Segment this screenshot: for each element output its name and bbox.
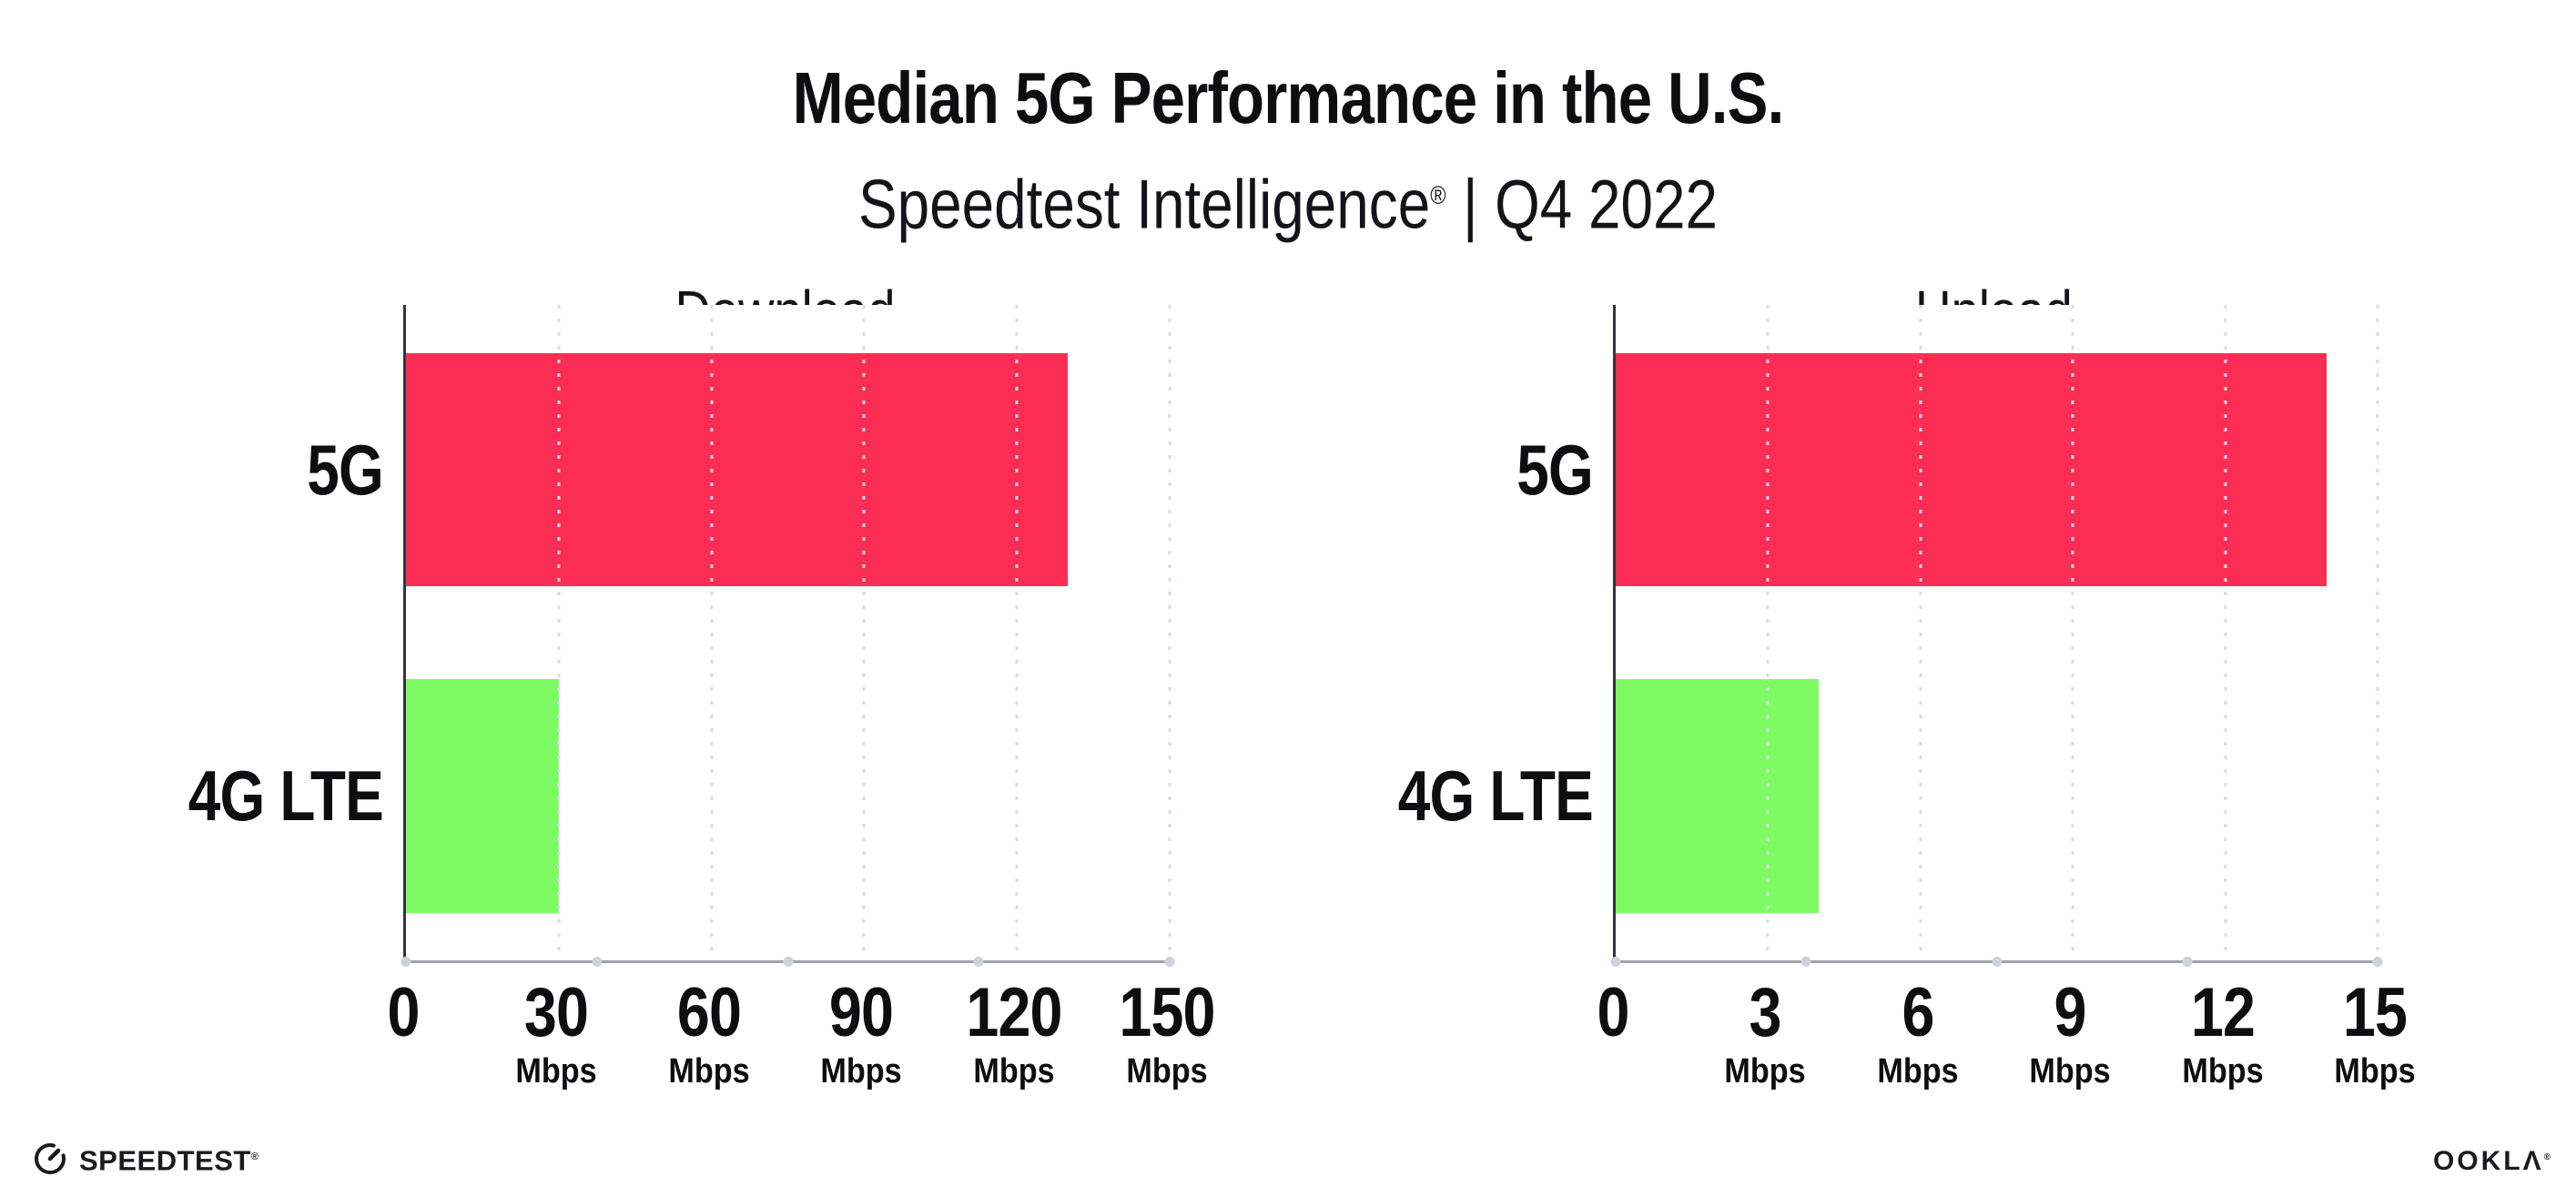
subtitle-period: Q4 2022 [1495, 166, 1719, 244]
upload-bar-5g [1616, 353, 2328, 586]
x-tick-label: 6 Mbps [1877, 974, 1959, 1091]
gridline [1168, 305, 1171, 960]
upload-bar-4g-lte [1616, 679, 1820, 913]
download-category-label-5g: 5G [307, 430, 384, 510]
gridline [1919, 305, 1922, 960]
upload-category-label-4g-lte: 4G LTE [1397, 756, 1594, 836]
x-tick-label: 15 Mbps [2334, 974, 2416, 1091]
gridline [2071, 305, 2074, 960]
x-tick-label: 0 [387, 974, 420, 1051]
x-tick-label: 9 Mbps [2029, 974, 2111, 1091]
ookla-wordmark-text: OOKLΛ [2432, 1146, 2544, 1176]
gridline [862, 305, 866, 960]
x-tick-label: 30 Mbps [515, 974, 597, 1091]
axis-tick-dot [1164, 957, 1175, 967]
subtitle-separator: | [1463, 166, 1478, 244]
axis-tick-dot [2182, 957, 2193, 967]
axis-tick-dot [592, 957, 603, 967]
gridline [2224, 305, 2227, 960]
x-tick-label: 0 [1597, 974, 1629, 1051]
download-plot-area [401, 305, 1175, 967]
download-category-label-4g-lte: 4G LTE [188, 756, 384, 836]
download-bar-4g-lte [406, 679, 559, 913]
upload-plot-area [1610, 305, 2383, 967]
registered-mark: ® [1430, 181, 1446, 210]
gridline [1015, 305, 1019, 960]
axis-tick-dot [973, 957, 984, 967]
x-tick-label: 120 Mbps [966, 974, 1063, 1091]
axis-tick-dot [1800, 957, 1811, 967]
upload-category-label-5g: 5G [1516, 430, 1594, 510]
speedtest-logo: SPEEDTEST® [31, 1138, 259, 1181]
x-tick-label: 90 Mbps [820, 974, 903, 1091]
axis-tick-dot [783, 957, 793, 967]
x-tick-label: 150 Mbps [1119, 974, 1215, 1091]
download-bar-5g [406, 353, 1069, 586]
x-tick-label: 12 Mbps [2181, 974, 2264, 1091]
page-title: Median 5G Performance in the U.S. [792, 56, 1785, 138]
gridline [557, 305, 561, 960]
speedtest-wordmark: SPEEDTEST® [79, 1138, 259, 1180]
download-x-axis: 0 30 Mbps 60 Mbps 90 Mbps 120 Mbps 150 Mbps [387, 974, 1215, 1131]
axis-tick-dot [401, 957, 411, 967]
x-tick-label: 60 Mbps [667, 974, 750, 1091]
speedtest-wordmark-text: SPEEDTEST [79, 1144, 251, 1177]
subtitle-brand: Speedtest Intelligence [857, 166, 1431, 244]
upload-x-axis: 0 3 Mbps 6 Mbps 9 Mbps 12 Mbps 15 Mbps [1597, 974, 2415, 1131]
axis-tick-dot [2372, 957, 2383, 967]
speedtest-registered-mark: ® [250, 1151, 259, 1163]
ookla-registered-mark: ® [2543, 1152, 2551, 1162]
x-tick-label: 3 Mbps [1724, 974, 1807, 1091]
gridline [1766, 305, 1770, 960]
page-subtitle: Speedtest Intelligence® | Q4 2022 [206, 157, 2369, 243]
axis-tick-dot [1992, 957, 2002, 967]
ookla-logo: OOKLΛ® [2433, 1141, 2551, 1178]
gridline [2376, 305, 2379, 960]
gridline [710, 305, 714, 960]
speedtest-gauge-icon [31, 1138, 69, 1181]
axis-tick-dot [1610, 957, 1621, 967]
